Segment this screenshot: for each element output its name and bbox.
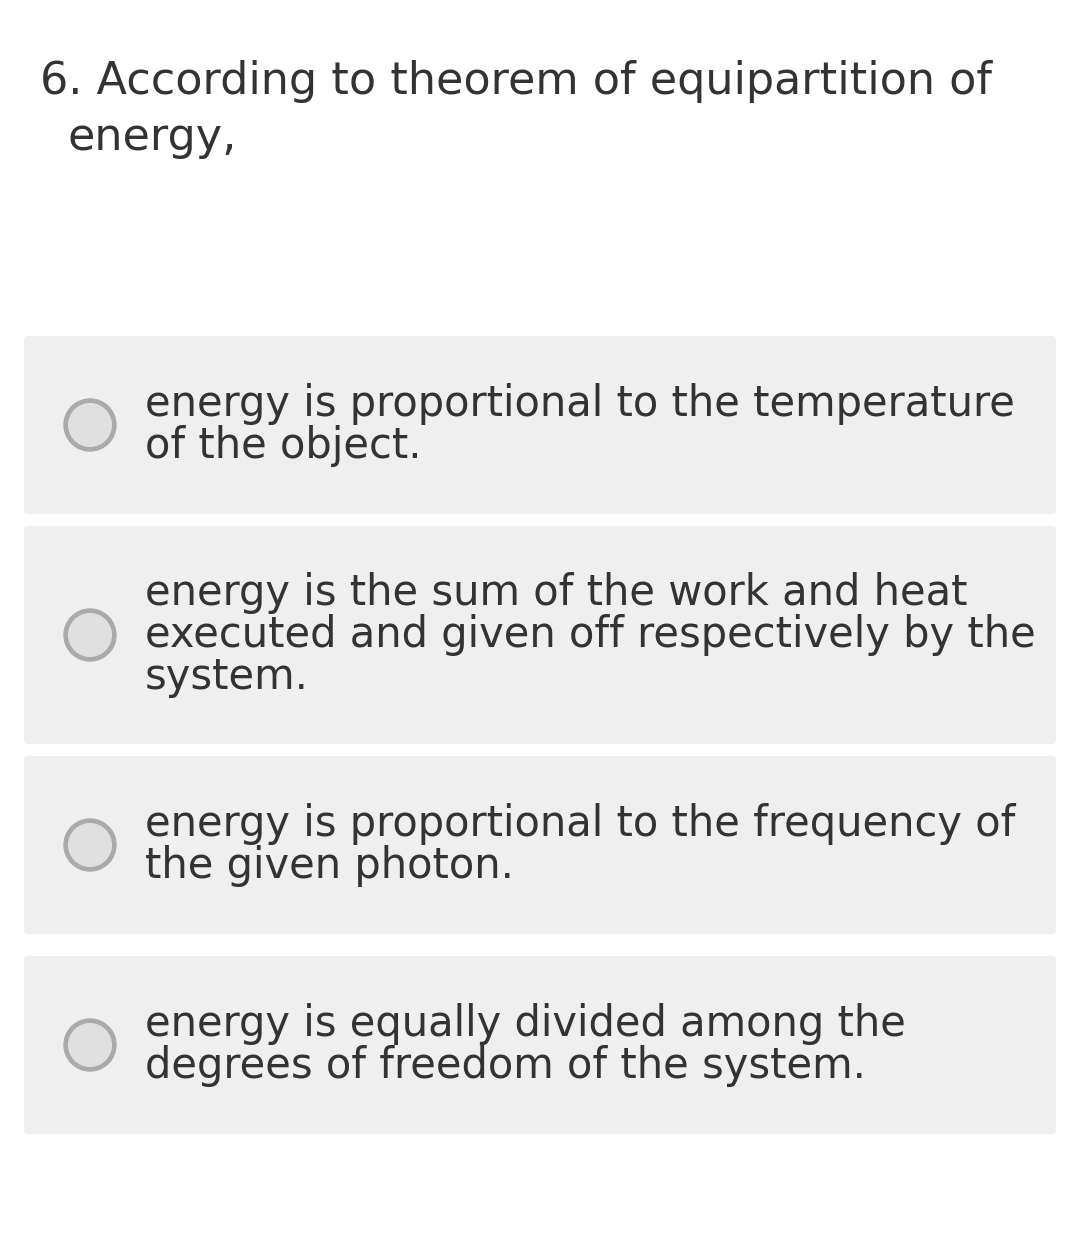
Text: executed and given off respectively by the: executed and given off respectively by t… bbox=[145, 614, 1036, 656]
Text: energy is the sum of the work and heat: energy is the sum of the work and heat bbox=[145, 571, 968, 614]
Text: energy is equally divided among the: energy is equally divided among the bbox=[145, 1003, 906, 1045]
FancyBboxPatch shape bbox=[24, 956, 1056, 1134]
Text: energy,: energy, bbox=[68, 116, 238, 160]
Circle shape bbox=[69, 824, 111, 866]
Text: energy is proportional to the temperature: energy is proportional to the temperatur… bbox=[145, 383, 1015, 426]
FancyBboxPatch shape bbox=[24, 756, 1056, 934]
Text: 6. According to theorem of equipartition of: 6. According to theorem of equipartition… bbox=[40, 61, 993, 103]
Circle shape bbox=[64, 819, 116, 871]
Circle shape bbox=[69, 614, 111, 657]
Circle shape bbox=[69, 1024, 111, 1066]
FancyBboxPatch shape bbox=[24, 526, 1056, 743]
Circle shape bbox=[64, 1019, 116, 1071]
Text: degrees of freedom of the system.: degrees of freedom of the system. bbox=[145, 1045, 866, 1087]
Text: the given photon.: the given photon. bbox=[145, 845, 514, 887]
FancyBboxPatch shape bbox=[24, 336, 1056, 515]
Circle shape bbox=[69, 403, 111, 447]
Text: energy is proportional to the frequency of: energy is proportional to the frequency … bbox=[145, 803, 1015, 845]
Circle shape bbox=[64, 400, 116, 452]
Text: of the object.: of the object. bbox=[145, 426, 421, 468]
Text: system.: system. bbox=[145, 656, 309, 698]
Circle shape bbox=[64, 609, 116, 661]
